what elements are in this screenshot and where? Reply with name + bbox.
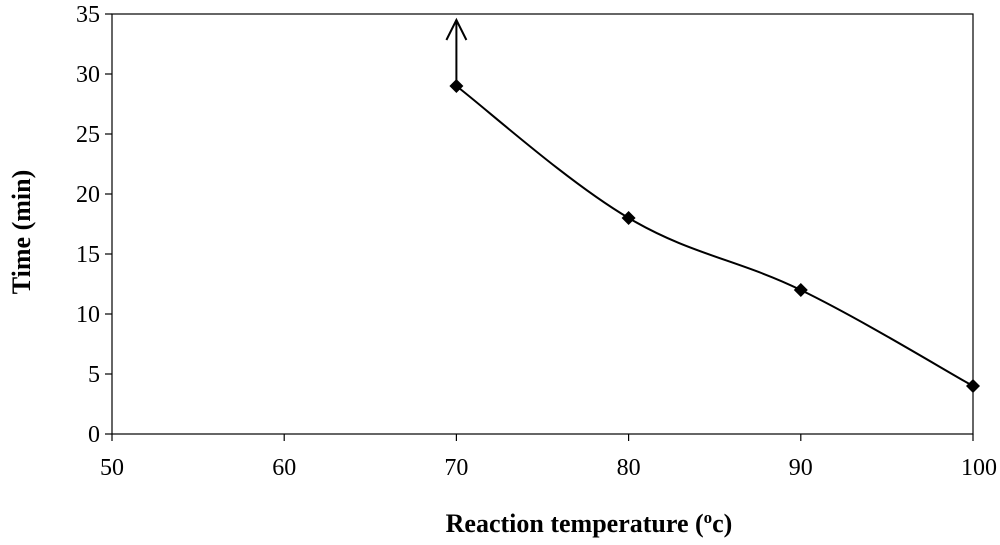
y-tick-label: 35 [76,2,100,28]
x-tick-label: 90 [789,455,813,481]
data-point-marker [966,379,980,393]
data-point-marker [621,211,636,225]
y-axis-title: Time (min) [7,170,36,294]
data-point-marker [793,283,808,297]
y-tick-label: 20 [76,182,100,208]
y-tick-label: 30 [76,62,100,88]
x-tick-label: 60 [272,455,296,481]
plot-area-frame [111,13,974,435]
arrow-up-icon [445,17,468,41]
x-tick-label: 100 [961,455,997,481]
y-tick-label: 0 [88,422,100,448]
x-tick-label: 80 [617,455,641,481]
x-tick-label: 50 [100,455,124,481]
y-tick-label: 10 [76,302,100,328]
y-tick-label: 15 [76,242,100,268]
y-tick-label: 25 [76,122,100,148]
x-tick-label: 70 [444,455,468,481]
series-line [455,85,974,387]
x-axis-title: Reaction temperature (oc) [446,508,733,538]
y-tick-label: 5 [88,362,100,388]
